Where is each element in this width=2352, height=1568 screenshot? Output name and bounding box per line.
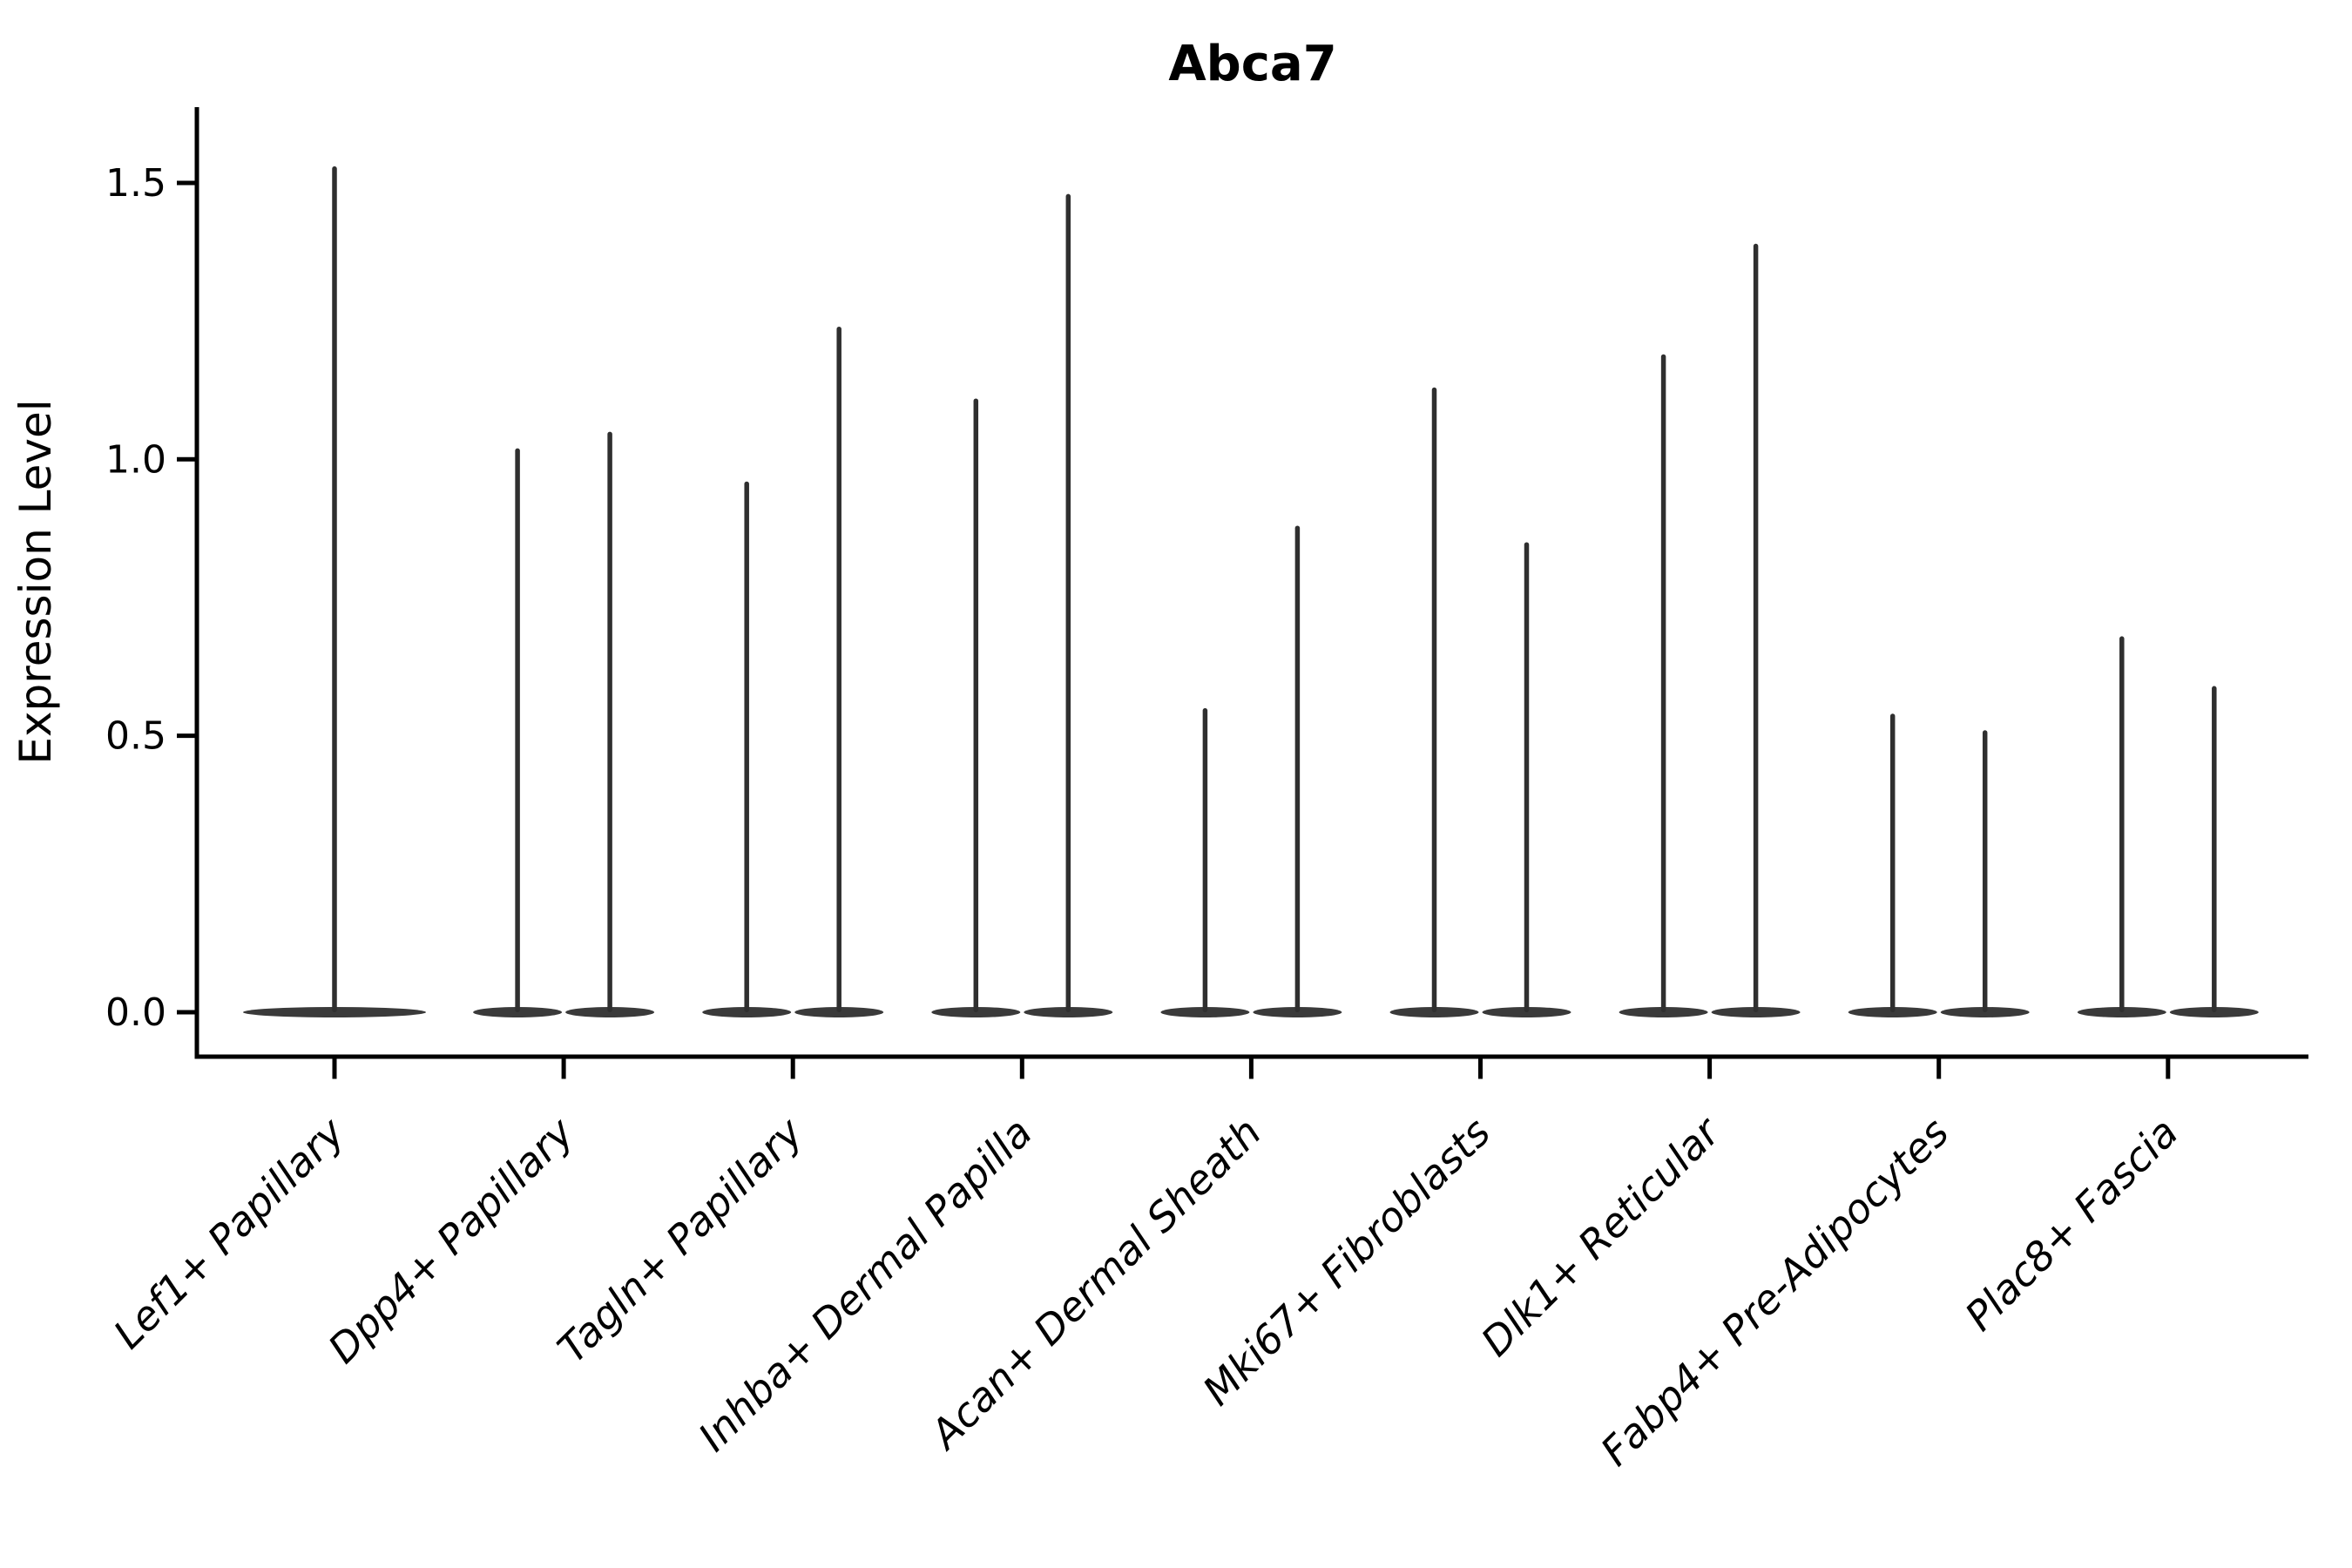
y-axis-ticks: 0.0 0.5 1.0 1.5 — [105, 161, 197, 1035]
y-axis-label: Expression Level — [10, 399, 61, 764]
chart-title: Abca7 — [1168, 36, 1336, 92]
y-tick-label: 1.0 — [105, 437, 166, 482]
violin-spike — [1524, 542, 1530, 1012]
violin-spike — [607, 431, 612, 1012]
violin-spike — [1431, 387, 1437, 1012]
x-tick-label: Plac8+ Fascia — [1956, 1109, 2186, 1340]
violin-spike — [515, 448, 520, 1012]
violin-spike — [2212, 686, 2217, 1012]
violin-spike — [1202, 707, 1208, 1012]
violin-base — [1711, 1007, 1801, 1017]
x-tick-label: Dpp4+ Papillary — [319, 1108, 583, 1372]
violin-spike — [1889, 713, 1896, 1012]
x-tick-label: Lef1+ Papillary — [105, 1108, 354, 1357]
violin-spike — [1065, 193, 1071, 1013]
x-tick-label: Dlk1+ Reticular — [1472, 1106, 1731, 1365]
violin-spike — [1753, 243, 1759, 1013]
violin-spike — [1660, 354, 1666, 1012]
y-tick-label: 0.5 — [105, 714, 166, 759]
x-tick-label: Tagln+ Papillary — [549, 1108, 813, 1372]
y-tick-label: 1.5 — [105, 161, 166, 206]
violin-spike — [836, 326, 841, 1012]
violin-spike — [973, 398, 979, 1012]
violin-spike — [1294, 525, 1301, 1012]
violin-spike — [332, 166, 337, 1012]
violin-spike — [1982, 730, 1988, 1012]
axes-layer — [194, 107, 2308, 1059]
violins-layer — [243, 166, 2259, 1017]
violin-spike — [2119, 636, 2125, 1012]
violin-spike — [744, 481, 749, 1012]
y-tick-label: 0.0 — [105, 990, 166, 1035]
